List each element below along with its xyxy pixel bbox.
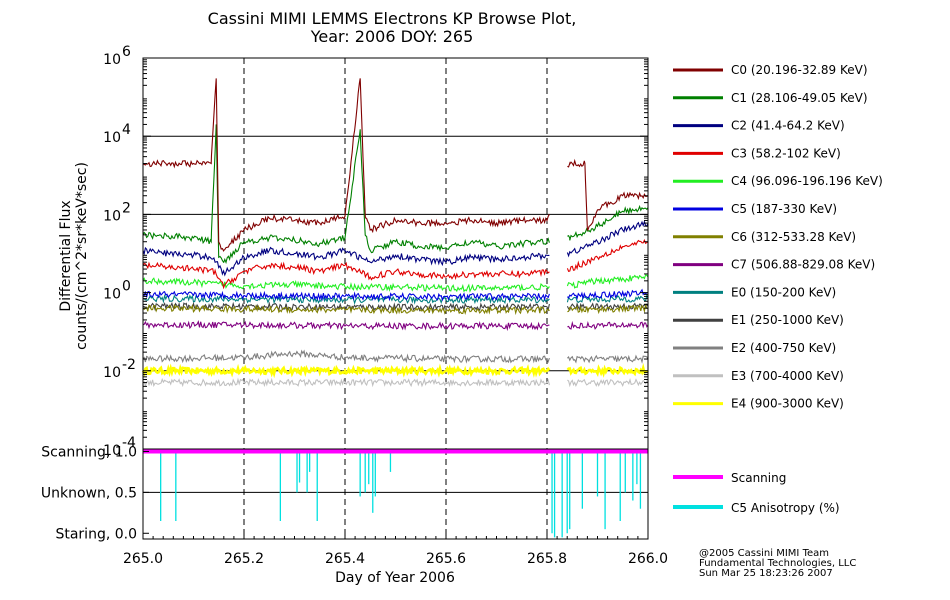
series-line-e1 [142,301,649,313]
flux-y-tick-exponent: 2 [122,200,131,216]
x-tick-label: 265.6 [426,551,466,567]
legend-label-anisotropy: C5 Anisotropy (%) [731,501,840,515]
flux-y-tick-exponent: 4 [122,122,131,138]
legend-label-e3: E3 (700-4000 KeV) [731,369,844,383]
legend-label-e1: E1 (250-1000 KeV) [731,313,844,327]
series-line-c1 [142,124,649,265]
x-axis-label: Day of Year 2006 [335,570,455,586]
legend-label-c7: C7 (506.88-829.08 KeV) [731,258,875,272]
flux-y-tick-exponent: -2 [122,357,136,373]
flux-y-tick-label: 10 [103,365,121,381]
x-tick-label: 265.2 [224,551,264,567]
legend-label-e2: E2 (400-750 KeV) [731,341,836,355]
series-line-c0 [142,78,649,252]
flux-y-tick-label: 10 [103,443,121,459]
legend-label-scanning: Scanning [731,471,786,485]
flux-y-tick-exponent: 6 [122,44,131,60]
mode-panel: Scanning, 1.0 Unknown, 0.5 Staring, 0.0 26… [41,444,668,586]
mode-y-ticks: Scanning, 1.0 Unknown, 0.5 Staring, 0.0 [41,444,149,542]
flux-y-axis-label-line-1: Differential Flux [58,200,74,311]
series-line-e3 [142,377,649,388]
flux-y-tick-label: 10 [103,52,121,68]
x-tick-label: 265.4 [325,551,365,567]
legend-label-e4: E4 (900-3000 KeV) [731,397,844,411]
x-axis-ticks: 265.0 265.2 265.4 265.6 265.8 266.0 [123,532,668,567]
credit-line-2: Fundamental Technologies, LLC [699,558,856,569]
legend-label-c0: C0 (20.196-32.89 KeV) [731,63,868,77]
series-line-c2 [142,219,649,277]
flux-y-tick-label: 10 [103,208,121,224]
series-line-c6 [142,303,649,316]
legend-label-c5: C5 (187-330 KeV) [731,202,837,216]
series-line-c7 [142,320,649,332]
x-tick-label: 265.8 [527,551,567,567]
legend-label-c4: C4 (96.096-196.196 KeV) [731,174,883,188]
credit-line-1: @2005 Cassini MIMI Team [699,548,829,559]
legend-label-c6: C6 (312-533.28 KeV) [731,230,856,244]
series-line-c5 [142,288,649,302]
mode-y-tick-label: Scanning, 1.0 [41,444,137,460]
flux-y-axis-label-line-2: counts/(cm^2*sr*keV*sec) [74,162,90,350]
flux-y-tick-exponent: 0 [122,279,131,295]
flux-y-tick-label: 10 [103,130,121,146]
legend-label-c3: C3 (58.2-102 KeV) [731,146,841,160]
flux-y-tick-exponent: -4 [122,435,136,451]
mode-y-tick-label: Staring, 0.0 [55,526,137,542]
mode-plot-frame [142,448,649,540]
legend-label-c2: C2 (41.4-64.2 KeV) [731,119,845,133]
series-line-e4 [141,363,649,379]
flux-series-lines [141,78,649,388]
chart-title-line-1: Cassini MIMI LEMMS Electrons KP Browse P… [208,9,577,28]
series-line-e2 [142,349,649,364]
legend: C0 (20.196-32.89 KeV) C1 (28.106-49.05 Ke… [673,63,883,515]
mode-series-lines [143,449,648,538]
mode-y-tick-label: Unknown, 0.5 [41,485,137,501]
series-line-e0 [142,293,649,305]
chart-title-line-2: Year: 2006 DOY: 265 [310,27,474,46]
credit-line-3: Sun Mar 25 18:23:26 2007 [699,568,833,579]
series-line-c4 [142,274,649,293]
x-tick-label: 265.0 [123,551,163,567]
mode-grid [143,449,648,539]
legend-label-e0: E0 (150-200 KeV) [731,285,836,299]
series-line-c3 [142,238,649,290]
x-tick-label: 266.0 [628,551,668,567]
legend-label-c1: C1 (28.106-49.05 KeV) [731,91,868,105]
flux-y-tick-label: 10 [103,287,121,303]
